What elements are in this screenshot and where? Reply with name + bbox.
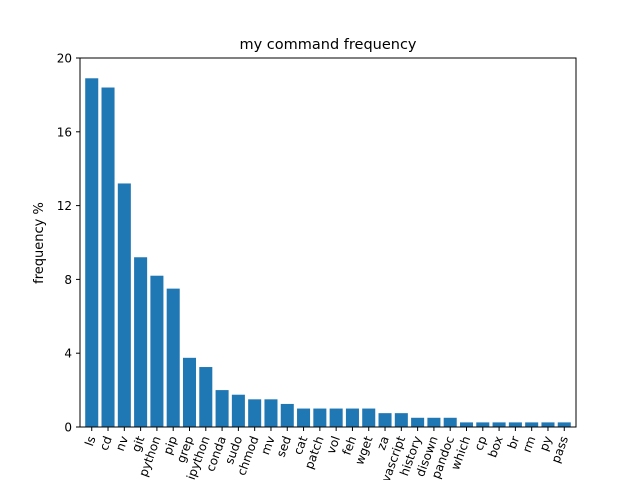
x-tick-label-ls: ls: [82, 434, 98, 448]
y-tick-label: 20: [57, 52, 72, 66]
bar-pass: [557, 422, 571, 427]
x-tick-label-git: git: [129, 434, 148, 454]
x-axis-ticks: lscdnvgitpythonpipgrepipythoncondasudoch…: [82, 427, 571, 484]
bar-grep: [182, 357, 197, 427]
bar-mv: [264, 399, 278, 427]
bar-za: [378, 413, 392, 427]
bar-git: [134, 257, 148, 427]
bar-py: [541, 422, 555, 427]
x-tick-label-za: za: [374, 434, 392, 452]
bar-wget: [362, 408, 376, 427]
bar-sudo: [231, 394, 245, 427]
y-axis-ticks: 0 4 8 12 16 20: [57, 52, 80, 435]
y-tick-label: 12: [57, 199, 72, 213]
y-tick-label: 0: [64, 421, 72, 435]
x-tick-label-feh: feh: [340, 434, 360, 457]
bar-rm: [525, 422, 539, 427]
chart-title: my command frequency: [239, 37, 416, 53]
bar-chmod: [248, 399, 262, 427]
x-tick-label-pip: pip: [161, 434, 181, 456]
bar-pandoc: [443, 417, 457, 427]
x-tick-label-vol: vol: [324, 434, 343, 455]
bar-nv: [117, 183, 131, 427]
plot-area-frame: [79, 57, 577, 428]
y-axis-label: frequency %: [32, 202, 47, 284]
y-tick-label: 4: [64, 347, 72, 361]
x-tick-label-py: py: [537, 434, 555, 453]
x-tick-label-rm: rm: [520, 434, 539, 454]
x-tick-label-sed: sed: [274, 434, 294, 459]
x-tick-label-br: br: [505, 434, 522, 451]
x-tick-label-cat: cat: [291, 434, 311, 457]
bar-vol: [329, 408, 343, 427]
x-tick-label-cp: cp: [472, 434, 490, 452]
bar-feh: [345, 408, 359, 427]
x-tick-label-box: box: [485, 434, 506, 459]
y-tick-label: 8: [64, 273, 72, 287]
x-tick-label-cd: cd: [97, 434, 115, 452]
bar-which: [459, 422, 474, 427]
bar-cp: [476, 422, 490, 427]
bar-history: [411, 417, 425, 427]
bar-ls: [85, 78, 99, 428]
bar-javascript: [394, 413, 408, 427]
x-tick-label-mv: mv: [258, 434, 278, 456]
bar-ipython: [199, 367, 213, 427]
bars-group: [85, 78, 571, 428]
y-tick-label: 16: [57, 125, 72, 139]
bar-box: [492, 422, 506, 427]
bar-pip: [166, 288, 180, 427]
bar-cat: [297, 408, 311, 427]
bar-br: [508, 422, 522, 427]
bar-python: [150, 275, 164, 427]
bar-patch: [313, 408, 327, 427]
bar-sed: [280, 403, 294, 427]
bar-conda: [215, 390, 229, 427]
bar-cd: [101, 87, 115, 428]
bar-disown: [427, 417, 441, 427]
x-tick-label-nv: nv: [113, 434, 131, 453]
